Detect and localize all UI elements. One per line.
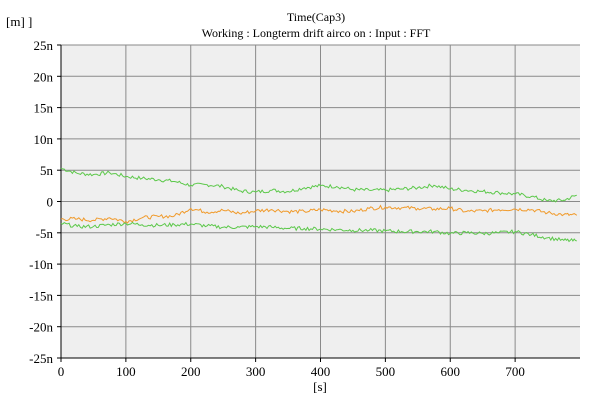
x-tick-label: 0 [58, 364, 65, 379]
y-tick-label: -15n [29, 288, 53, 303]
series-line-3 [60, 221, 577, 243]
x-tick-label: 200 [181, 364, 201, 379]
y-tick-label: 10n [34, 132, 54, 147]
y-tick-label: 25n [34, 38, 54, 53]
y-tick-label: -10n [29, 257, 53, 272]
y-tick-label: 20n [34, 69, 54, 84]
y-tick-label: -5n [36, 226, 54, 241]
x-axis-label: [s] [313, 379, 327, 394]
x-tick-label: 600 [441, 364, 461, 379]
series-line-1 [60, 167, 577, 203]
chart-subtitle: Working : Longterm drift airco on : Inpu… [201, 26, 431, 40]
x-tick-label: 700 [505, 364, 525, 379]
chart-title: Time(Cap3) [286, 10, 346, 24]
series-line-2 [60, 204, 578, 224]
y-tick-label: 0 [47, 195, 54, 210]
y-tick-label: 15n [34, 101, 54, 116]
y-tick-label: -25n [29, 351, 53, 366]
y-axis-label: [m] ] [6, 14, 33, 29]
y-tick-label: -20n [29, 320, 53, 335]
x-tick-label: 400 [311, 364, 331, 379]
x-tick-label: 100 [116, 364, 136, 379]
y-tick-label: 5n [40, 163, 54, 178]
x-tick-label: 300 [246, 364, 266, 379]
x-tick-label: 500 [376, 364, 396, 379]
